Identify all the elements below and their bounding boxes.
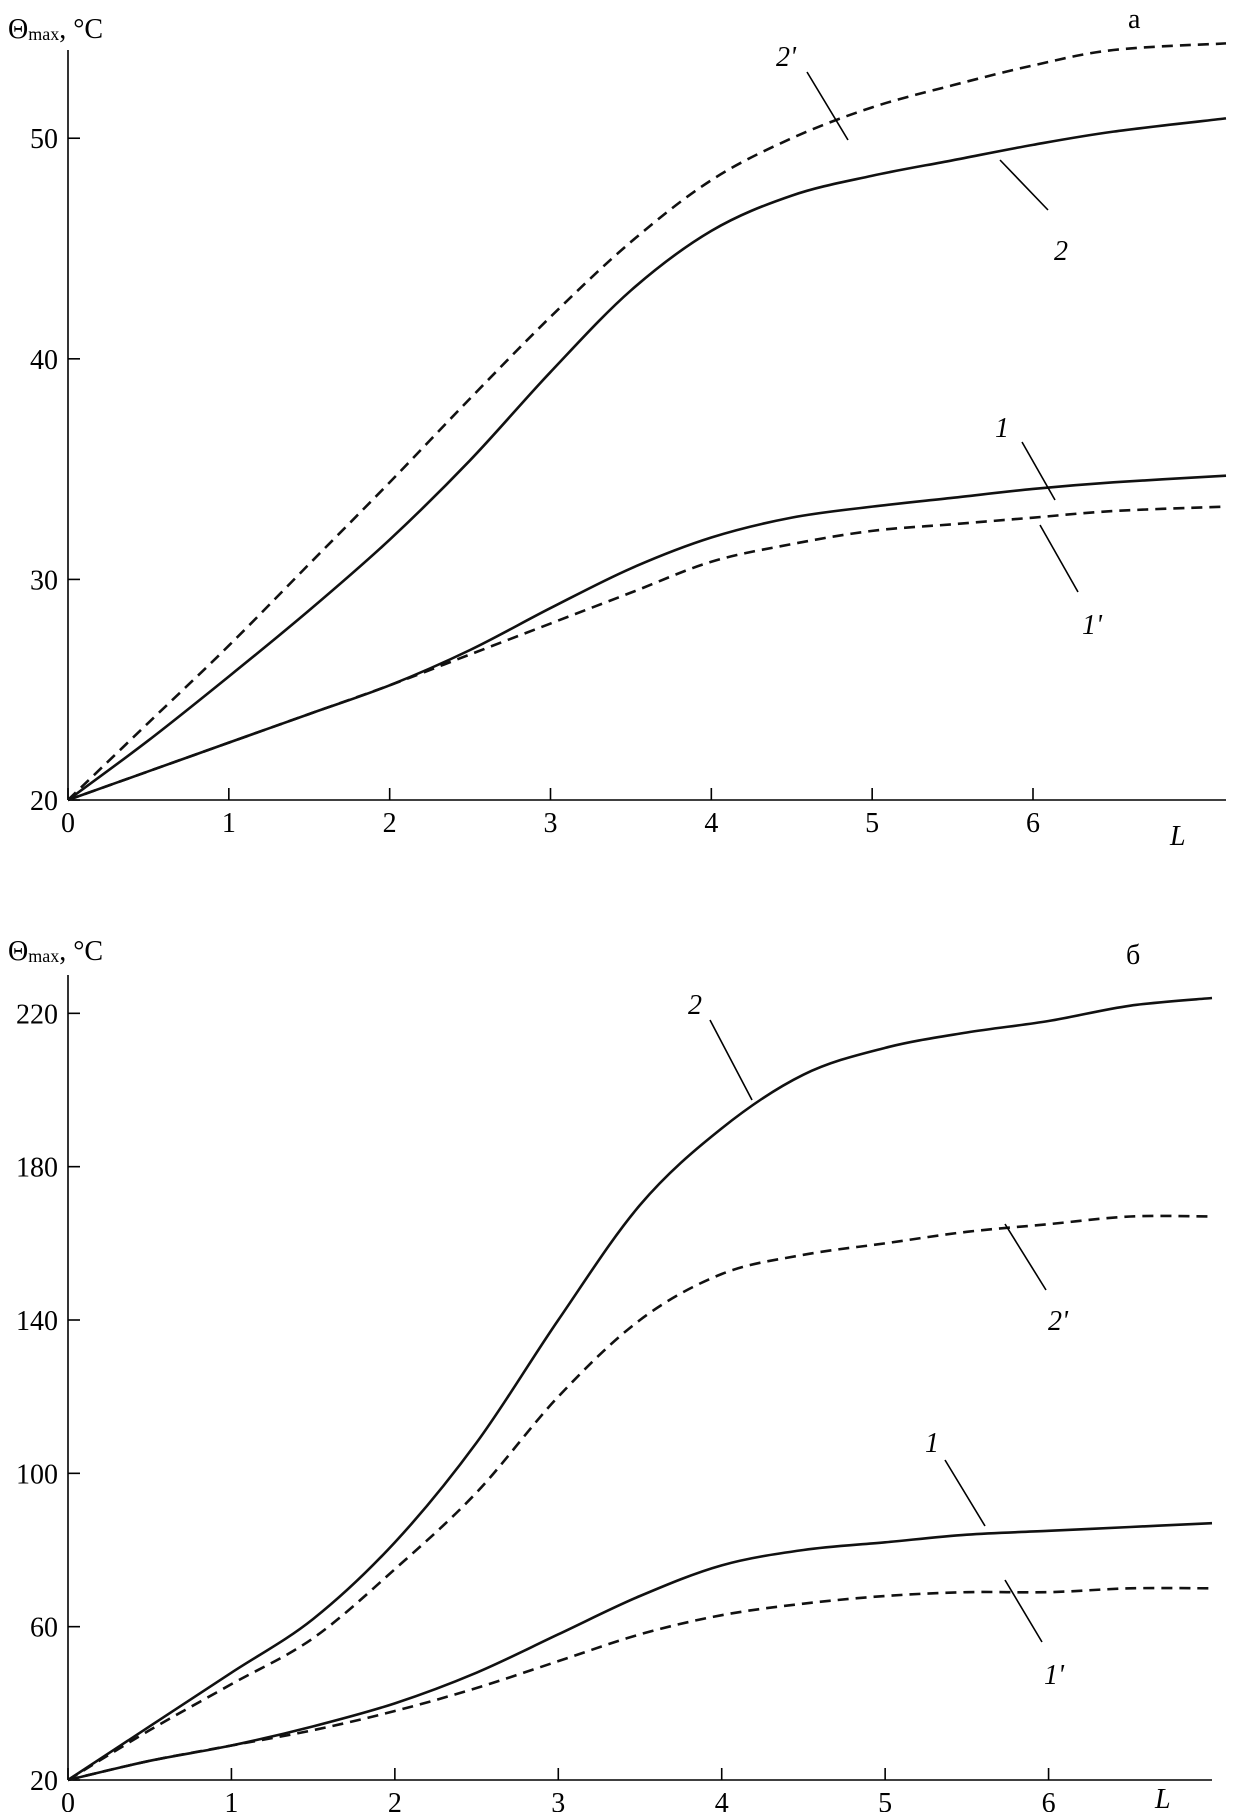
- panel-a-leader-2: [999, 159, 1049, 211]
- panel-b: 0 1 2 3 4 5 6 20 60 100 140 180 220 Θmax, °C б L 2 2…: [8, 936, 1213, 1812]
- panel-a-x-tick-label: 1: [222, 808, 236, 839]
- panel-b-series-1: [67, 1521, 1213, 1782]
- panel-a-y-tick-label: 30: [30, 565, 58, 596]
- panel-b-y-tick-label: 20: [30, 1766, 58, 1797]
- panel-b-annotation-1: 1: [925, 1428, 939, 1459]
- panel-a-series-1: [67, 474, 1227, 802]
- panel-b-x-tick-label: 0: [61, 1788, 75, 1812]
- panel-a-series-2prime: [67, 42, 1227, 801]
- panel-b-y-tick-label: 60: [30, 1613, 58, 1644]
- panel-a-x-tick-label: 3: [544, 808, 558, 839]
- panel-b-series-2: [67, 996, 1213, 1782]
- panel-b-y-axis-title: Θmax, °C: [8, 936, 103, 967]
- panel-b-y-tick-label: 220: [16, 999, 58, 1030]
- panel-b-y-tick-label: 140: [16, 1306, 58, 1337]
- panel-a-x-axis-title: L: [1169, 821, 1186, 852]
- panel-b-x-tick-label: 5: [878, 1788, 892, 1812]
- panel-b-label: б: [1126, 940, 1140, 971]
- panel-a-x-tick-label: 0: [61, 808, 75, 839]
- panel-b-x-tick-label: 2: [388, 1788, 402, 1812]
- panel-a-series-1prime: [67, 505, 1227, 802]
- panel-a-annotation-2: 2: [1054, 236, 1068, 267]
- panel-a-annotation-2prime: 2': [776, 42, 797, 73]
- panel-a-y-tick-label: 20: [30, 786, 58, 817]
- panel-b-y-tick-label: 180: [16, 1153, 58, 1184]
- panel-b-x-tick-label: 3: [551, 1788, 565, 1812]
- panel-a-y-tick-label: 50: [30, 124, 58, 155]
- panel-a-leader-1prime: [1039, 524, 1079, 593]
- panel-a-leader-2prime: [806, 71, 849, 141]
- panel-b-leader-1prime: [1004, 1579, 1043, 1643]
- panel-a-y-axis-title: Θmax, °C: [8, 14, 103, 45]
- panel-b-leader-2prime: [1004, 1223, 1047, 1291]
- panel-b-x-tick-label: 4: [715, 1788, 729, 1812]
- panel-a: 0 1 2 3 4 5 6 20 30 40 50 Θmax, °C а L 2' 2 1 1': [8, 4, 1227, 852]
- panel-b-annotation-1prime: 1': [1044, 1660, 1065, 1691]
- panel-b-series-2prime: [67, 1214, 1213, 1782]
- panel-a-label: а: [1128, 4, 1141, 35]
- panel-b-x-tick-label: 6: [1042, 1788, 1056, 1812]
- panel-b-leader-2: [709, 1019, 753, 1101]
- panel-a-annotation-1prime: 1': [1082, 610, 1103, 641]
- panel-b-x-axis-title: L: [1154, 1784, 1171, 1812]
- panel-b-leader-1: [944, 1459, 986, 1527]
- panel-b-annotation-2: 2: [688, 990, 702, 1021]
- panel-b-x-tick-label: 1: [224, 1788, 238, 1812]
- panel-a-y-tick-label: 40: [30, 345, 58, 376]
- panel-a-leader-1: [1021, 441, 1056, 501]
- panel-a-x-tick-label: 2: [383, 808, 397, 839]
- panel-a-x-tick-label: 4: [704, 808, 718, 839]
- panel-a-x-tick-label: 6: [1026, 808, 1040, 839]
- panel-b-series-1prime: [67, 1586, 1213, 1782]
- panel-b-y-tick-label: 100: [16, 1459, 58, 1490]
- panel-a-series-2: [67, 117, 1227, 802]
- panel-b-annotation-2prime: 2': [1048, 1306, 1069, 1337]
- panel-a-annotation-1: 1: [995, 413, 1009, 444]
- panel-a-x-tick-label: 5: [865, 808, 879, 839]
